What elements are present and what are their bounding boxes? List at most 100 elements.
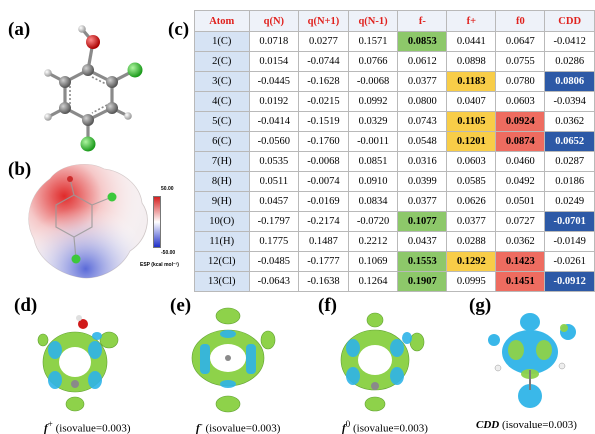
panel-label-e: (e) bbox=[170, 295, 192, 316]
value-cell: -0.0011 bbox=[347, 131, 399, 152]
atom-cell: 13(Cl) bbox=[194, 271, 250, 292]
column-header: q(N+1) bbox=[298, 10, 349, 32]
oxygen-atom bbox=[86, 35, 100, 49]
value-cell: 0.1451 bbox=[495, 271, 546, 292]
value-cell: 0.0780 bbox=[495, 71, 546, 92]
value-cell: 0.0399 bbox=[397, 171, 448, 192]
caption-e-text: (isovalue=0.003) bbox=[202, 422, 281, 434]
table-row: 3(C) -0.0445 -0.1628 -0.0068 0.0377 0.1183 0.0… bbox=[194, 71, 595, 92]
atom-cell: 4(C) bbox=[194, 91, 250, 112]
value-cell: 0.1571 bbox=[347, 31, 399, 52]
atom-cell: 8(H) bbox=[194, 171, 250, 192]
fukui-table: Atom q(N) q(N+1) q(N-1) f-f+ f0 CDD 1(C) 0.0718… bbox=[194, 10, 595, 292]
value-cell: 0.1077 bbox=[397, 211, 448, 232]
atom-cell: 12(Cl) bbox=[194, 251, 250, 272]
value-cell: 0.1423 bbox=[495, 251, 546, 272]
value-cell: 0.0377 bbox=[397, 71, 448, 92]
value-cell: 0.1069 bbox=[347, 251, 399, 272]
value-cell: -0.2174 bbox=[298, 211, 349, 232]
value-cell: 0.0766 bbox=[347, 51, 399, 72]
panel-label-d: (d) bbox=[14, 295, 38, 316]
panel-label-b: (b) bbox=[8, 159, 32, 180]
value-cell: 0.1201 bbox=[446, 131, 497, 152]
f-zero-isosurface bbox=[340, 312, 425, 412]
value-cell: -0.0394 bbox=[544, 91, 595, 112]
value-cell: 0.0853 bbox=[397, 31, 448, 52]
f-minus-isosurface bbox=[191, 307, 276, 413]
value-cell: 0.0603 bbox=[446, 151, 497, 172]
f-plus-isosurface bbox=[37, 315, 119, 412]
table-row: 9(H) 0.0457 -0.0169 0.0834 0.0377 0.0626 0.050… bbox=[194, 191, 595, 212]
esp-color-scale bbox=[153, 196, 161, 248]
value-cell: -0.0643 bbox=[248, 271, 300, 292]
value-cell: 0.0460 bbox=[495, 151, 546, 172]
value-cell: -0.1760 bbox=[298, 131, 349, 152]
esp-unit-label: ESP (kcal mol⁻¹) bbox=[140, 262, 179, 268]
value-cell: -0.1638 bbox=[298, 271, 349, 292]
value-cell: 0.0377 bbox=[446, 211, 497, 232]
value-cell: 0.0743 bbox=[397, 111, 448, 132]
panel-label-c: (c) bbox=[168, 19, 190, 40]
caption-f: f0 (isovalue=0.003) bbox=[342, 419, 428, 434]
value-cell: 0.0277 bbox=[298, 31, 349, 52]
atom-cell: 1(C) bbox=[194, 31, 250, 52]
value-cell: -0.0169 bbox=[298, 191, 349, 212]
value-cell: 0.0718 bbox=[248, 31, 300, 52]
caption-d-sup: + bbox=[47, 419, 53, 429]
column-header: f- bbox=[397, 10, 448, 32]
table-row: 6(C) -0.0560 -0.1760 -0.0011 0.0548 0.1201 0.0… bbox=[194, 131, 595, 152]
value-cell: -0.1628 bbox=[298, 71, 349, 92]
value-cell: 0.0286 bbox=[544, 51, 595, 72]
value-cell: 0.1907 bbox=[397, 271, 448, 292]
value-cell: 0.0154 bbox=[248, 51, 300, 72]
caption-f-symbol: f bbox=[342, 422, 346, 434]
value-cell: 0.1553 bbox=[397, 251, 448, 272]
caption-g-text: (isovalue=0.003) bbox=[499, 419, 577, 431]
value-cell: -0.0485 bbox=[248, 251, 300, 272]
atom-cell: 5(C) bbox=[194, 111, 250, 132]
value-cell: 0.0612 bbox=[397, 51, 448, 72]
value-cell: 0.1292 bbox=[446, 251, 497, 272]
atom-cell: 3(C) bbox=[194, 71, 250, 92]
value-cell: 0.0362 bbox=[495, 231, 546, 252]
value-cell: 0.0362 bbox=[544, 111, 595, 132]
value-cell: 0.0800 bbox=[397, 91, 448, 112]
value-cell: 0.0603 bbox=[495, 91, 546, 112]
panel-label-a: (a) bbox=[8, 19, 31, 40]
table-row: 10(O) -0.1797 -0.2174 -0.0720 0.1077 0.0377 0.… bbox=[194, 211, 595, 232]
value-cell: -0.0414 bbox=[248, 111, 300, 132]
atom-cell: 7(H) bbox=[194, 151, 250, 172]
value-cell: 0.0316 bbox=[397, 151, 448, 172]
column-header: f0 bbox=[495, 10, 546, 32]
value-cell: -0.0068 bbox=[347, 71, 399, 92]
table-row: 2(C) 0.0154 -0.0744 0.0766 0.0612 0.0898 0.075… bbox=[194, 51, 595, 72]
value-cell: 0.0626 bbox=[446, 191, 497, 212]
table-row: 13(Cl) -0.0643 -0.1638 0.1264 0.1907 0.0995 0.… bbox=[194, 271, 595, 292]
table-row: 11(H) 0.1775 0.1487 0.2212 0.0437 0.0288 0.036… bbox=[194, 231, 595, 252]
value-cell: 0.0501 bbox=[495, 191, 546, 212]
caption-f-sup: 0 bbox=[345, 419, 351, 429]
column-header: CDD bbox=[544, 10, 595, 32]
atom-cell: 9(H) bbox=[194, 191, 250, 212]
caption-g: CDD (isovalue=0.003) bbox=[476, 419, 577, 431]
table-row: 1(C) 0.0718 0.0277 0.1571 0.0853 0.0441 0.0647… bbox=[194, 31, 595, 52]
value-cell: 0.0492 bbox=[495, 171, 546, 192]
value-cell: -0.1519 bbox=[298, 111, 349, 132]
value-cell: 0.0548 bbox=[397, 131, 448, 152]
value-cell: -0.0744 bbox=[298, 51, 349, 72]
value-cell: 0.0287 bbox=[544, 151, 595, 172]
value-cell: 0.1487 bbox=[298, 231, 349, 252]
value-cell: 0.0535 bbox=[248, 151, 300, 172]
cdd-isosurface bbox=[488, 313, 576, 408]
column-header: q(N) bbox=[248, 10, 300, 32]
value-cell: 0.2212 bbox=[347, 231, 399, 252]
value-cell: 0.1775 bbox=[248, 231, 300, 252]
value-cell: 0.0329 bbox=[347, 111, 399, 132]
value-cell: 0.0755 bbox=[495, 51, 546, 72]
value-cell: -0.0412 bbox=[544, 31, 595, 52]
value-cell: 0.0437 bbox=[397, 231, 448, 252]
value-cell: 0.0874 bbox=[495, 131, 546, 152]
value-cell: -0.0215 bbox=[298, 91, 349, 112]
value-cell: 0.0511 bbox=[248, 171, 300, 192]
